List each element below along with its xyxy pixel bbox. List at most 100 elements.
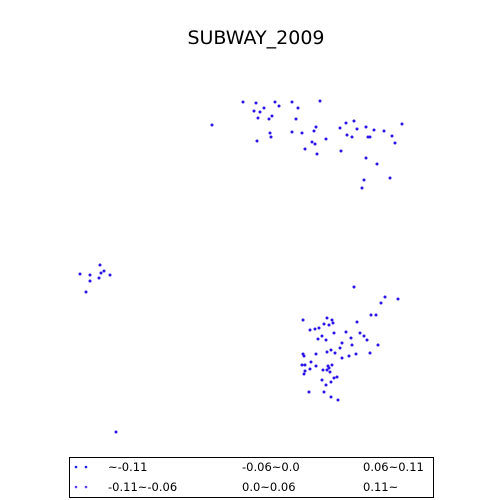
data-point xyxy=(368,351,372,355)
data-point xyxy=(296,106,300,110)
data-point xyxy=(360,186,364,190)
data-point xyxy=(269,135,273,139)
data-point xyxy=(388,176,392,180)
legend-marker xyxy=(84,485,88,489)
data-point xyxy=(352,285,356,289)
data-point xyxy=(308,367,312,371)
data-point xyxy=(347,354,351,358)
data-point xyxy=(322,390,326,394)
data-point xyxy=(317,326,321,330)
data-point xyxy=(393,141,397,145)
data-point xyxy=(267,117,271,121)
data-point xyxy=(313,327,317,331)
legend-marker xyxy=(74,465,78,469)
data-point xyxy=(102,269,106,273)
data-point xyxy=(320,334,324,338)
data-point xyxy=(309,360,313,364)
data-point xyxy=(300,363,304,367)
data-point xyxy=(364,125,368,129)
data-point xyxy=(329,380,333,384)
data-point xyxy=(368,135,372,139)
data-point xyxy=(268,131,272,135)
data-point xyxy=(329,395,333,399)
data-point xyxy=(255,139,259,143)
data-point xyxy=(322,322,326,326)
data-point xyxy=(270,114,274,118)
data-point xyxy=(340,341,344,345)
data-point xyxy=(308,328,312,332)
data-point xyxy=(256,116,260,120)
data-point xyxy=(97,276,101,280)
data-point xyxy=(344,330,348,334)
data-point xyxy=(114,430,118,434)
data-point xyxy=(290,100,294,104)
data-point xyxy=(301,318,305,322)
legend-items: ~-0.11 -0.11~-0.06 -0.06~0.0 0.0~0.06 0.06~0… xyxy=(74,460,424,494)
data-point xyxy=(338,346,342,350)
data-point xyxy=(376,343,380,347)
legend-label: ~-0.11 xyxy=(108,460,147,474)
data-point xyxy=(324,383,328,387)
data-point xyxy=(328,370,332,374)
data-point xyxy=(316,337,320,341)
data-point xyxy=(333,351,337,355)
data-point xyxy=(338,126,342,130)
data-point xyxy=(355,127,359,131)
data-point xyxy=(324,338,328,342)
data-point xyxy=(374,313,378,317)
data-point xyxy=(332,376,336,380)
data-point xyxy=(358,331,362,335)
data-point xyxy=(108,273,112,277)
data-point xyxy=(252,109,256,113)
data-point xyxy=(303,363,307,367)
data-point xyxy=(383,295,387,299)
data-point xyxy=(372,128,376,132)
data-point xyxy=(325,368,329,372)
data-point xyxy=(335,375,339,379)
legend-marker xyxy=(74,485,78,489)
legend-marker xyxy=(84,465,88,469)
data-point xyxy=(258,110,262,114)
data-point xyxy=(330,318,334,322)
data-point xyxy=(331,321,335,325)
data-point xyxy=(88,273,92,277)
data-point xyxy=(98,263,102,267)
data-point xyxy=(277,104,281,108)
data-point xyxy=(362,178,366,182)
legend-label: 0.06~0.11 xyxy=(363,460,424,474)
data-point xyxy=(303,147,307,151)
data-point xyxy=(262,106,266,110)
data-point xyxy=(390,134,394,138)
data-point xyxy=(307,390,311,394)
data-point xyxy=(300,131,304,135)
data-point xyxy=(315,152,319,156)
data-point xyxy=(210,123,214,127)
data-point xyxy=(339,149,343,153)
chart-title: SUBWAY_2009 xyxy=(187,27,324,49)
data-point xyxy=(364,156,368,160)
data-point xyxy=(349,336,353,340)
data-point xyxy=(400,122,404,126)
data-point xyxy=(352,119,356,123)
legend-label: 0.11~ xyxy=(363,480,398,494)
data-point xyxy=(254,101,258,105)
data-point xyxy=(324,137,328,141)
data-point xyxy=(314,364,318,368)
data-point xyxy=(318,99,322,103)
data-point xyxy=(396,297,400,301)
data-point xyxy=(314,125,318,129)
data-point xyxy=(241,100,245,104)
data-point xyxy=(302,354,306,358)
data-point xyxy=(350,343,354,347)
data-point xyxy=(379,301,383,305)
legend-label: -0.11~-0.06 xyxy=(108,480,177,494)
data-point xyxy=(320,378,324,382)
plot-area xyxy=(78,99,404,434)
data-point xyxy=(354,352,358,356)
data-point xyxy=(294,117,298,121)
data-point xyxy=(350,135,354,139)
data-point xyxy=(375,162,379,166)
legend-frame xyxy=(69,457,434,498)
data-point xyxy=(325,316,329,320)
